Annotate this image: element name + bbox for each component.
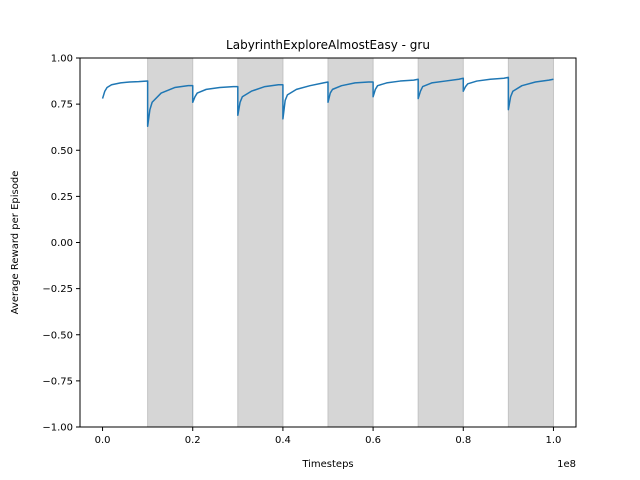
x-tick-label: 0.6	[365, 435, 381, 446]
y-tick-label: 0.50	[51, 146, 73, 157]
y-tick-label: 1.00	[51, 54, 73, 65]
x-axis-scale-label: 1e8	[557, 459, 576, 470]
series-line	[101, 76, 554, 128]
x-tick-label: 0.4	[275, 435, 291, 446]
chart-title: LabyrinthExploreAlmostEasy - gru	[226, 38, 430, 52]
y-tick-label: −0.25	[42, 284, 73, 295]
y-tick-label: 0.25	[51, 192, 73, 203]
x-tick-label: 0.2	[185, 435, 201, 446]
series-path	[101, 76, 554, 128]
shaded-region	[327, 57, 374, 428]
shaded-region	[507, 57, 554, 428]
x-tick-label: 1.0	[546, 435, 562, 446]
x-axis-label: Timesteps	[301, 459, 353, 470]
shaded-region	[147, 57, 194, 428]
y-tick-label: 0.00	[51, 238, 73, 249]
y-tick-label: −0.50	[42, 330, 73, 341]
shaded-regions	[147, 57, 554, 428]
shaded-region	[417, 57, 464, 428]
y-tick-label: −0.75	[42, 376, 73, 387]
x-axis-ticks: 0.0 0.2 0.4 0.6 0.8 1.0	[95, 427, 562, 446]
x-tick-label: 0.0	[95, 435, 111, 446]
y-tick-label: −1.00	[42, 423, 73, 434]
y-axis-label: Average Reward per Episode	[10, 171, 21, 315]
y-tick-label: 0.75	[51, 100, 73, 111]
y-axis-ticks: −1.00 −0.75 −0.50 −0.25 0.00 0.25 0.50 0.75 1.00	[42, 54, 80, 434]
x-tick-label: 0.8	[455, 435, 471, 446]
shaded-region	[237, 57, 284, 428]
